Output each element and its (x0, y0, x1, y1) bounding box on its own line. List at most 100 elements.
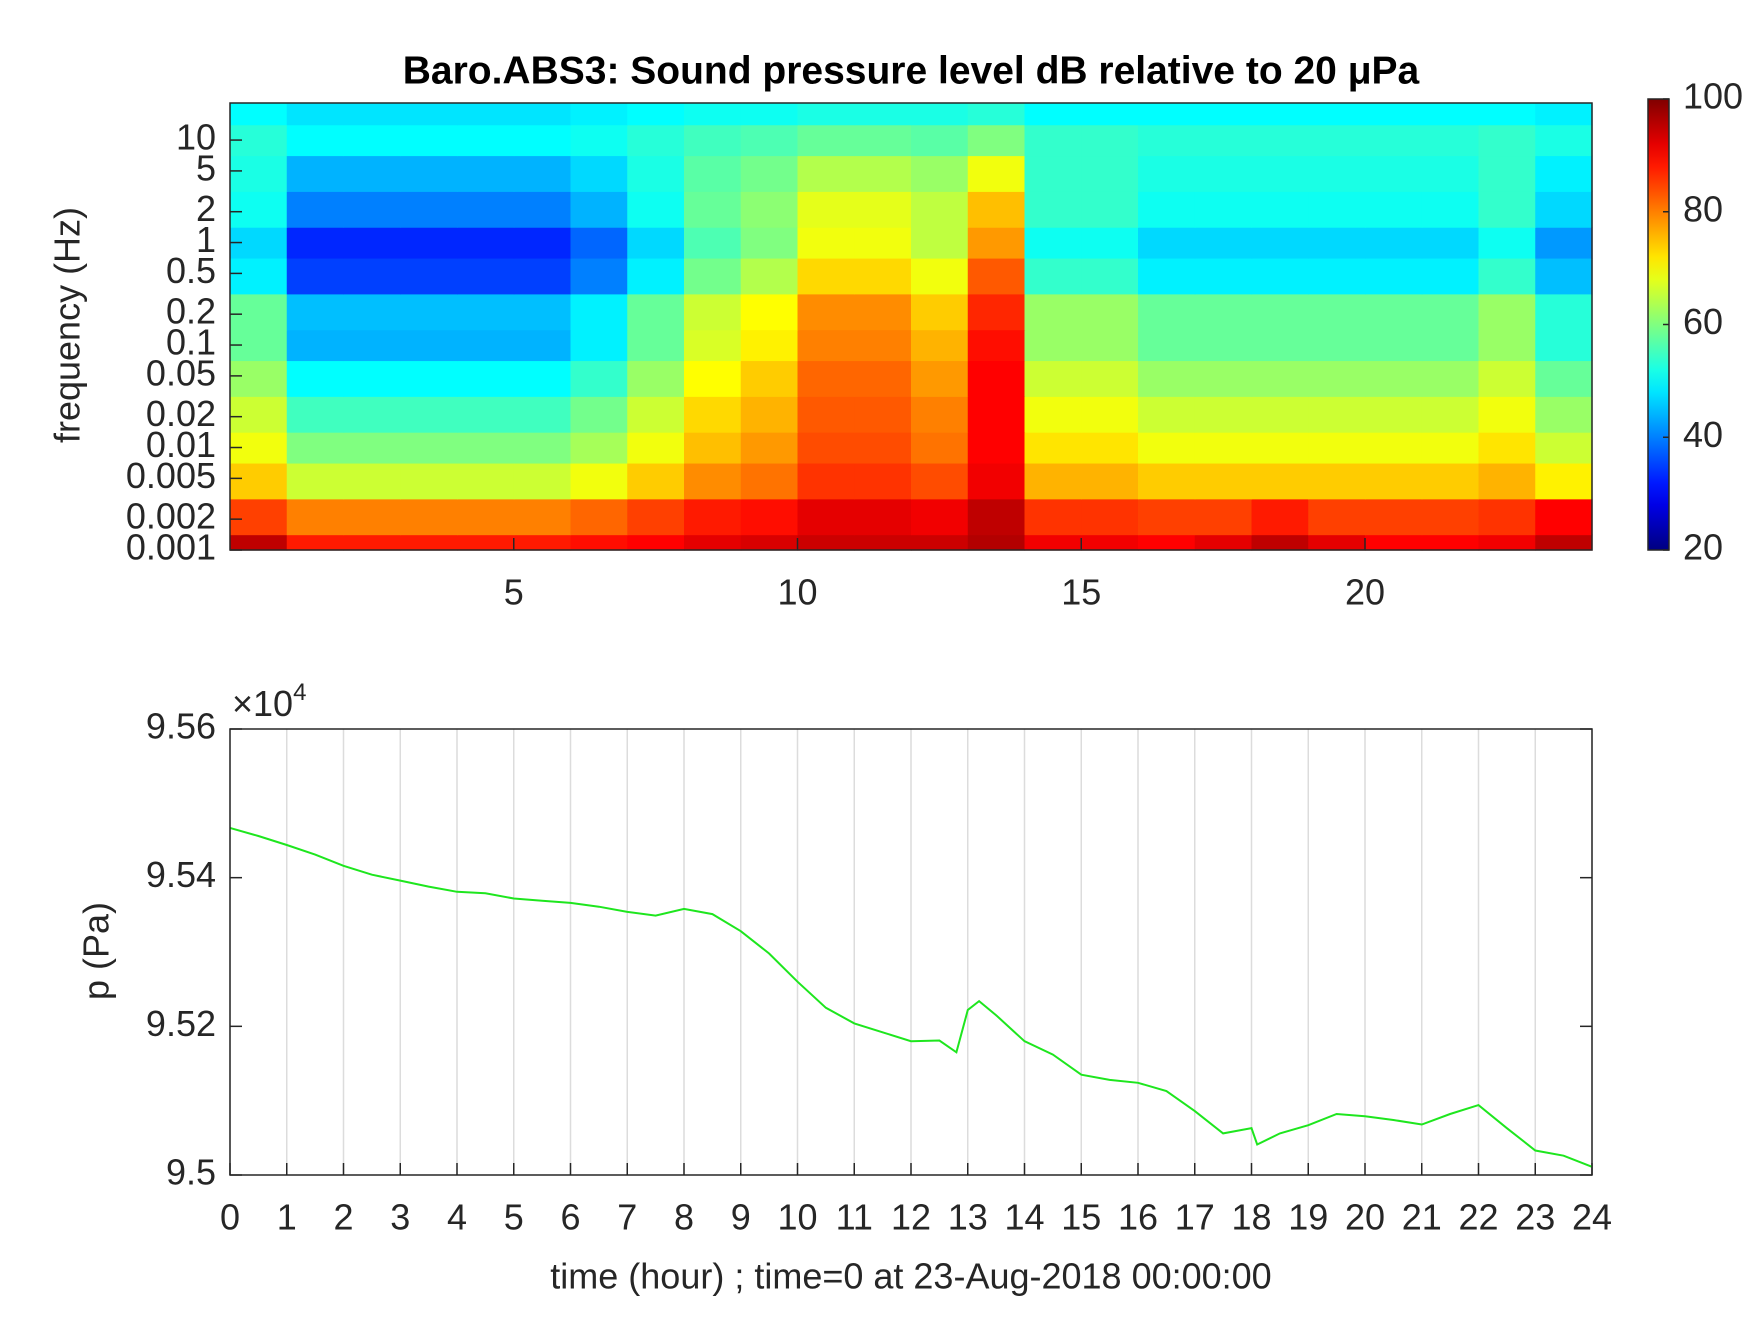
heatmap-cell (286, 257, 345, 295)
heatmap-cell (1138, 103, 1196, 126)
heatmap-cell (1024, 124, 1082, 157)
heatmap-cell (1194, 534, 1253, 551)
heatmap-cell (1365, 432, 1423, 464)
heatmap-cell (1138, 498, 1196, 536)
colorbar-tick-label: 80 (1683, 188, 1723, 229)
heatmap-cell (797, 329, 855, 362)
heatmap-cell (1081, 360, 1139, 397)
y-tick-label: 0.2 (166, 291, 216, 332)
heatmap-cell (854, 432, 912, 464)
heatmap-cell (513, 396, 572, 433)
x-tick-label: 10 (777, 1197, 817, 1238)
heatmap-cell (854, 462, 912, 500)
heatmap-cell (513, 257, 572, 295)
heatmap-cell (1251, 462, 1309, 500)
heatmap-cell (1365, 191, 1423, 228)
x-tick-label: 10 (777, 572, 817, 613)
heatmap-cell (854, 191, 912, 228)
heatmap-cell (286, 396, 345, 433)
heatmap-cell (1081, 103, 1139, 126)
x-tick-label: 12 (891, 1197, 931, 1238)
heatmap-cell (1535, 396, 1593, 433)
y-tick-label: 0.002 (126, 496, 216, 537)
heatmap-cell (1024, 360, 1082, 397)
y-tick-label: 0.01 (146, 424, 216, 465)
heatmap-cell (513, 498, 572, 536)
heatmap-cell (400, 462, 458, 500)
heatmap-cell (1194, 360, 1253, 397)
heatmap-cell (627, 293, 685, 331)
y-axis-label: p (Pa) (76, 902, 117, 1000)
heatmap-cell (967, 360, 1026, 397)
heatmap-cell (740, 360, 799, 397)
heatmap-cell (1308, 329, 1366, 362)
x-tick-label: 20 (1345, 1197, 1385, 1238)
heatmap-cell (1024, 329, 1082, 362)
heatmap-cell (343, 124, 401, 157)
heatmap-cell (797, 498, 855, 536)
heatmap-cell (1535, 124, 1593, 157)
heatmap-cell (343, 396, 401, 433)
x-tick-label: 5 (504, 1197, 524, 1238)
heatmap-cell (1024, 432, 1082, 464)
heatmap-cell (400, 293, 458, 331)
heatmap-cell (1251, 396, 1309, 433)
x-tick-label: 11 (836, 1197, 873, 1238)
heatmap-cell (627, 191, 685, 228)
heatmap-cell (797, 257, 855, 295)
heatmap-cell (286, 293, 345, 331)
heatmap-cell (1421, 191, 1480, 228)
x-tick-label: 17 (1175, 1197, 1215, 1238)
heatmap-cell (1194, 257, 1253, 295)
heatmap-cell (627, 329, 685, 362)
y-multiplier-base: ×10 (232, 683, 293, 724)
heatmap-cell (684, 257, 742, 295)
heatmap-cell (457, 227, 515, 259)
heatmap-cell (1138, 257, 1196, 295)
heatmap-cell (570, 124, 628, 157)
heatmap-cell (1194, 396, 1253, 433)
heatmap-cell (1308, 293, 1366, 331)
heatmap-cell (570, 227, 628, 259)
heatmap-cell (1365, 293, 1423, 331)
heatmap-cell (286, 191, 345, 228)
heatmap-cell (740, 257, 799, 295)
heatmap-cell (1194, 462, 1253, 500)
heatmap-cell (911, 462, 969, 500)
heatmap-cell (1138, 191, 1196, 228)
heatmap-cell (854, 498, 912, 536)
heatmap-cell (1478, 462, 1536, 500)
colorbar-tick-label: 40 (1683, 414, 1723, 455)
heatmap-cell (797, 124, 855, 157)
x-tick-label: 0 (220, 1197, 240, 1238)
heatmap-cell (1308, 103, 1366, 126)
x-tick-label: 22 (1458, 1197, 1498, 1238)
colorbar-tick-label: 20 (1683, 527, 1723, 568)
x-tick-label: 20 (1345, 572, 1385, 613)
heatmap-cell (1308, 124, 1366, 157)
heatmap-cell (230, 396, 288, 433)
heatmap-cell (1478, 257, 1536, 295)
heatmap-cell (1251, 293, 1309, 331)
heatmap-cell (1365, 498, 1423, 536)
heatmap-cell (911, 103, 969, 126)
heatmap-cell (740, 155, 799, 192)
heatmap-cell (797, 191, 855, 228)
heatmap-cell (457, 191, 515, 228)
heatmap-cell (457, 329, 515, 362)
heatmap-cell (1251, 191, 1309, 228)
heatmap-cell (1478, 396, 1536, 433)
heatmap-cell (627, 227, 685, 259)
heatmap-cell (230, 155, 288, 192)
heatmap-cell (286, 329, 345, 362)
heatmap-cell (230, 462, 288, 500)
heatmap-cell (1421, 329, 1480, 362)
heatmap-cell (1251, 124, 1309, 157)
heatmap-cell (1138, 360, 1196, 397)
heatmap-cell (854, 227, 912, 259)
heatmap-cell (911, 498, 969, 536)
heatmap-cell (570, 396, 628, 433)
heatmap-cell (286, 432, 345, 464)
heatmap-cell (1251, 257, 1309, 295)
heatmap-cell (400, 227, 458, 259)
